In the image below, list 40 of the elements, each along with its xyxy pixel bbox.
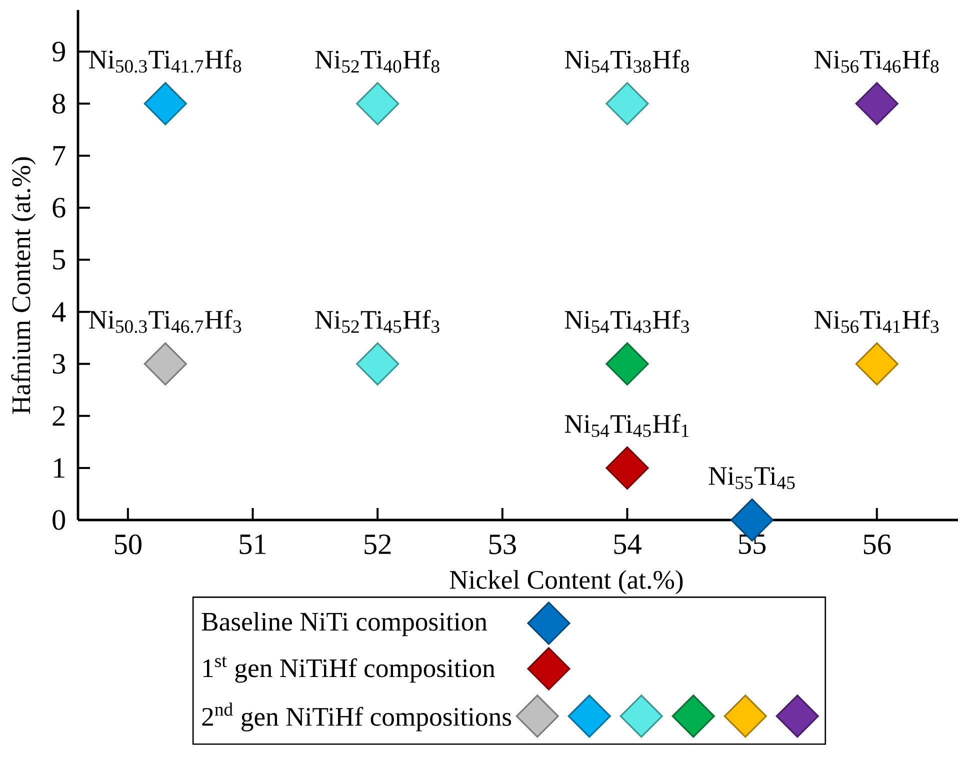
y-tick-label: 9 [52,42,65,62]
annotation: Ni$_{54}$Ti$_{45}$Hf$_{1}$ [564,414,689,438]
legend-label: Baseline NiTi composition [202,612,488,636]
x-tick-label: 56 [864,534,891,554]
y-tick-label: 4 [52,302,66,322]
x-tick-label: 53 [489,534,516,554]
x-axis-title: Nickel Content (at.%) [450,570,683,594]
y-tick-label: 8 [52,94,66,114]
y-tick-label: 3 [52,354,66,374]
x-tick-label: 52 [364,534,391,554]
point [356,82,400,126]
x-tick-label: 51 [240,534,266,554]
point [144,82,187,126]
y-tick-label: 7 [53,146,66,166]
y-axis-title: Hafnium Content (at.%) [11,157,36,414]
annotation: Ni$_{55}$Ti$_{45}$ [708,467,795,490]
annotation: Ni$_{52}$Ti$_{45}$Hf$_{3}$ [315,310,440,333]
annotation: Ni$_{52}$Ti$_{40}$Hf$_{8}$ [315,50,440,73]
annotation: Ni$_{56}$Ti$_{46}$Hf$_{8}$ [814,50,939,73]
y-tick-label: 1 [54,458,64,478]
annotation: Ni$_{54}$Ti$_{38}$Hf$_{8}$ [564,50,689,73]
y-tick-label: 6 [52,198,66,218]
point [606,342,649,386]
annotation: Ni$_{54}$Ti$_{43}$Hf$_{3}$ [564,310,689,333]
legend-label: 1$^{st}$ gen NiTiHf composition [203,656,496,683]
legend-label: 2$^{nd}$ gen NiTiHf compositions [202,702,512,732]
point [606,82,649,126]
y-tick-label: 0 [52,510,66,530]
point [144,342,187,386]
x-tick-label: 50 [114,534,142,554]
point [855,342,898,386]
point [855,82,898,126]
annotation: Ni$_{50.3}$Ti$_{46.7}$Hf$_{3}$ [89,310,242,333]
x-tick-label: 54 [614,534,642,554]
y-tick-label: 5 [53,250,66,270]
annotation: Ni$_{56}$Ti$_{41}$Hf$_{3}$ [814,310,939,333]
point [606,446,649,490]
y-tick-label: 2 [52,406,65,426]
annotation: Ni$_{50.3}$Ti$_{41.7}$Hf$_{8}$ [89,50,242,73]
point [356,342,400,386]
